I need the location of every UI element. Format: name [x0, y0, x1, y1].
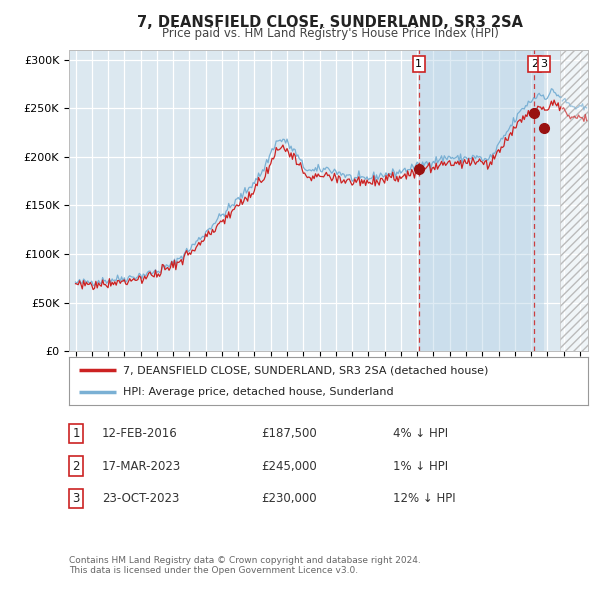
Text: 1: 1 — [73, 427, 80, 440]
Text: 2: 2 — [73, 460, 80, 473]
Text: 1% ↓ HPI: 1% ↓ HPI — [393, 460, 448, 473]
Text: Contains HM Land Registry data © Crown copyright and database right 2024.
This d: Contains HM Land Registry data © Crown c… — [69, 556, 421, 575]
Text: Price paid vs. HM Land Registry's House Price Index (HPI): Price paid vs. HM Land Registry's House … — [161, 27, 499, 40]
Text: 1: 1 — [415, 59, 422, 69]
Text: 4% ↓ HPI: 4% ↓ HPI — [393, 427, 448, 440]
Text: 12-FEB-2016: 12-FEB-2016 — [102, 427, 178, 440]
Text: £187,500: £187,500 — [261, 427, 317, 440]
Text: 3: 3 — [73, 492, 80, 505]
Text: 17-MAR-2023: 17-MAR-2023 — [102, 460, 181, 473]
Text: 3: 3 — [541, 59, 548, 69]
Text: £230,000: £230,000 — [261, 492, 317, 505]
Text: £245,000: £245,000 — [261, 460, 317, 473]
Text: 12% ↓ HPI: 12% ↓ HPI — [393, 492, 455, 505]
Text: HPI: Average price, detached house, Sunderland: HPI: Average price, detached house, Sund… — [124, 387, 394, 397]
Text: 2: 2 — [531, 59, 538, 69]
Text: 23-OCT-2023: 23-OCT-2023 — [102, 492, 179, 505]
Text: 7, DEANSFIELD CLOSE, SUNDERLAND, SR3 2SA: 7, DEANSFIELD CLOSE, SUNDERLAND, SR3 2SA — [137, 15, 523, 30]
Text: 7, DEANSFIELD CLOSE, SUNDERLAND, SR3 2SA (detached house): 7, DEANSFIELD CLOSE, SUNDERLAND, SR3 2SA… — [124, 365, 489, 375]
